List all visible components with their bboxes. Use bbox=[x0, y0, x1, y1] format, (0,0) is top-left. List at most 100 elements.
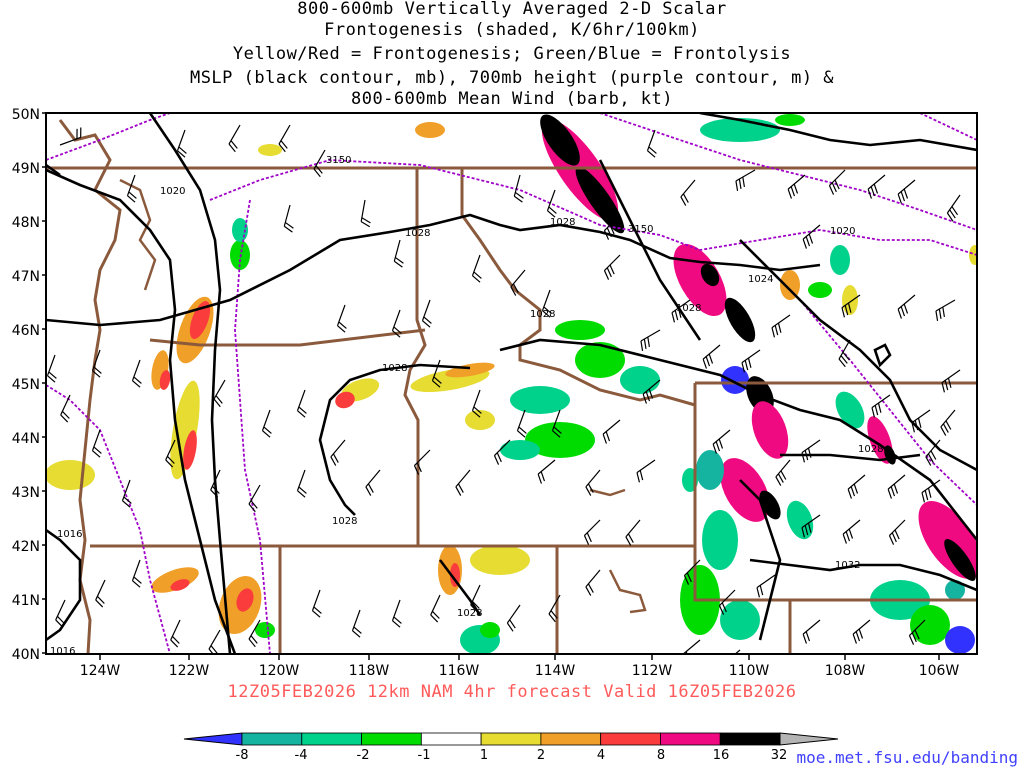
wind-barb bbox=[431, 359, 442, 388]
wind-barb bbox=[871, 394, 891, 418]
lat-label: 45N bbox=[12, 377, 40, 393]
frontogenesis-shade bbox=[700, 118, 780, 142]
frontogenesis-shade bbox=[720, 458, 770, 522]
lat-label: 47N bbox=[12, 269, 40, 285]
wind-barb bbox=[391, 599, 402, 628]
frontogenesis-shade bbox=[258, 144, 282, 156]
frontogenesis-shade bbox=[945, 626, 975, 654]
wind-barb bbox=[718, 589, 736, 615]
wind-barb bbox=[91, 429, 102, 458]
frontogenesis-shade bbox=[775, 114, 805, 126]
mslp-contour bbox=[598, 159, 702, 341]
colorbar-segment bbox=[361, 732, 422, 746]
wind-barb bbox=[131, 559, 142, 588]
colorbar-tick: 8 bbox=[657, 748, 665, 763]
wind-barb bbox=[213, 379, 226, 408]
wind-barb bbox=[351, 609, 362, 638]
wind-barb bbox=[91, 349, 102, 378]
frontogenesis-shade bbox=[780, 270, 800, 300]
mslp-label: 1028 bbox=[676, 303, 701, 314]
wind-barb bbox=[908, 619, 926, 645]
wind-barb bbox=[421, 299, 432, 328]
colorbar-tick: 16 bbox=[713, 748, 730, 763]
source-url[interactable]: moe.met.fsu.edu/banding bbox=[796, 748, 1018, 767]
title-line-2: Frontogenesis (shaded, K/6hr/100km) bbox=[324, 20, 700, 40]
wind-barb bbox=[208, 629, 221, 654]
colorbar-segment bbox=[301, 732, 362, 746]
wind-barb bbox=[365, 469, 381, 496]
lon-label: 110W bbox=[729, 663, 770, 679]
colorbar-segment bbox=[540, 732, 602, 746]
frontogenesis-shade bbox=[830, 245, 850, 275]
wind-barb bbox=[46, 354, 57, 383]
wind-barb bbox=[121, 479, 132, 508]
wind-barb bbox=[430, 594, 441, 623]
wind-barb bbox=[842, 519, 861, 544]
wind-barb bbox=[583, 519, 601, 545]
colorbar-segment bbox=[480, 732, 542, 746]
wind-barb bbox=[801, 439, 821, 463]
lat-label: 42N bbox=[12, 539, 40, 555]
wind-barb bbox=[838, 339, 851, 368]
wind-barb bbox=[170, 619, 181, 648]
frontogenesis-shade bbox=[969, 245, 977, 265]
lon-label: 122W bbox=[169, 663, 210, 679]
height-contour bbox=[234, 199, 271, 654]
frontogenesis-shade bbox=[808, 282, 832, 298]
wind-barb bbox=[940, 409, 956, 436]
frontogenesis-shade bbox=[151, 567, 199, 593]
mslp-closed-contour bbox=[873, 343, 892, 368]
lat-label: 48N bbox=[12, 215, 40, 231]
wind-barb bbox=[296, 469, 307, 498]
frontogenesis-shade bbox=[170, 579, 190, 591]
washington-oregon-border bbox=[149, 328, 426, 347]
wind-barb bbox=[360, 199, 371, 228]
wind-barb bbox=[941, 369, 961, 393]
wind-barb bbox=[471, 254, 482, 283]
frontogenesis-shade bbox=[751, 401, 789, 459]
wind-barb bbox=[756, 574, 776, 598]
wind-barb bbox=[95, 579, 106, 608]
wind-barb bbox=[59, 127, 82, 146]
title-line-4: MSLP (black contour, mb), 700mb height (… bbox=[189, 68, 835, 88]
wind-barb bbox=[413, 449, 431, 475]
colorbar-tick: -8 bbox=[236, 748, 249, 763]
wind-barb bbox=[455, 469, 471, 496]
mslp-contour bbox=[46, 163, 61, 177]
lon-label: 118W bbox=[349, 663, 390, 679]
mslp-label: 1028 bbox=[550, 217, 575, 228]
height-contour-3150 bbox=[209, 159, 977, 256]
wind-barb bbox=[735, 169, 756, 191]
wind-barb bbox=[888, 519, 906, 545]
wind-barb bbox=[537, 459, 556, 484]
wind-barb bbox=[852, 619, 871, 644]
wind-barb bbox=[516, 409, 527, 438]
title-line-3: Yellow/Red = Frontogenesis; Green/Blue =… bbox=[232, 44, 792, 64]
wind-barb bbox=[391, 309, 402, 338]
lat-label: 49N bbox=[12, 161, 40, 177]
frontogenesis-shade bbox=[724, 297, 756, 343]
wind-barb bbox=[775, 459, 791, 486]
mslp-label: 1024 bbox=[748, 274, 773, 285]
frontogenesis-shade bbox=[575, 342, 625, 378]
longitude-ticks bbox=[99, 654, 940, 660]
wind-barb bbox=[55, 599, 66, 628]
frontogenesis-shade bbox=[480, 622, 500, 638]
colorbar-tick: -1 bbox=[418, 748, 431, 763]
frontogenesis-shade bbox=[525, 422, 595, 458]
title-line-1: 800-600mb Vertically Averaged 2-D Scalar bbox=[297, 0, 727, 19]
wind-barb bbox=[946, 194, 961, 222]
mslp-contour bbox=[780, 453, 921, 462]
lon-label: 112W bbox=[632, 663, 673, 679]
mslp-label: 1028 bbox=[858, 444, 883, 455]
mslp-contour bbox=[148, 113, 232, 654]
wind-barb bbox=[546, 189, 557, 218]
mslp-label: 1016 bbox=[57, 529, 82, 540]
wind-barb bbox=[802, 619, 821, 644]
mslp-contour bbox=[46, 168, 237, 654]
wind-barb bbox=[847, 474, 866, 499]
wind-barb bbox=[802, 224, 821, 249]
wind-barb bbox=[585, 469, 601, 496]
mslp-label: 1028 bbox=[382, 363, 407, 374]
wind-barb bbox=[261, 409, 272, 438]
